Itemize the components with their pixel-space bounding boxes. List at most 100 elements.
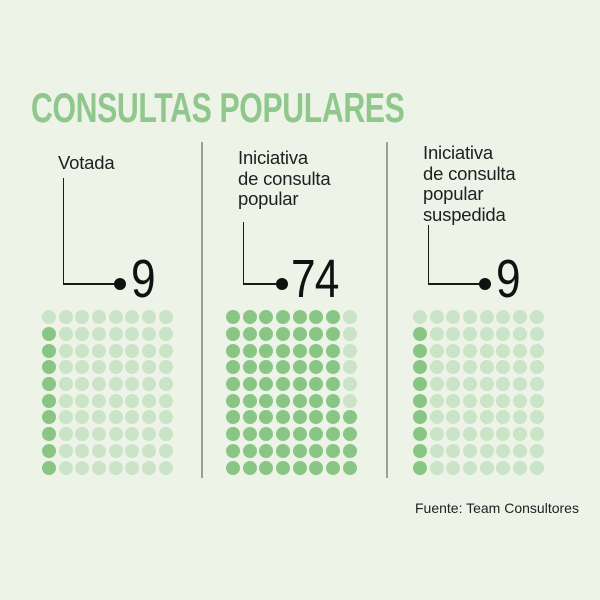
divider-line-1	[201, 142, 203, 478]
waffle-dot-empty	[496, 343, 511, 358]
waffle-dot-filled	[342, 427, 357, 442]
waffle-dot-empty	[446, 393, 461, 408]
waffle-dot-filled	[259, 427, 274, 442]
waffle-dot-empty	[75, 343, 90, 358]
waffle-cell	[91, 409, 108, 426]
waffle-dot-empty	[429, 343, 444, 358]
waffle-cell	[428, 426, 445, 443]
waffle-dot-filled	[275, 327, 290, 342]
waffle-cell	[291, 326, 308, 343]
waffle-cell	[512, 426, 529, 443]
waffle-cell	[107, 309, 124, 326]
waffle-cell	[57, 342, 74, 359]
waffle-dot-empty	[91, 443, 106, 458]
waffle-cell	[74, 309, 91, 326]
callout-line-horizontal	[427, 283, 485, 285]
waffle-cell	[428, 459, 445, 476]
waffle-cell	[308, 342, 325, 359]
waffle-dot-empty	[91, 310, 106, 325]
waffle-cell	[412, 392, 429, 409]
waffle-cell	[445, 309, 462, 326]
waffle-dot-filled	[275, 310, 290, 325]
waffle-dot-empty	[496, 443, 511, 458]
waffle-cell	[258, 376, 275, 393]
waffle-cell	[157, 359, 174, 376]
waffle-cell	[241, 459, 258, 476]
waffle-dot-empty	[342, 393, 357, 408]
waffle-cell	[124, 443, 141, 460]
waffle-dot-empty	[125, 410, 140, 425]
waffle-dot-empty	[125, 343, 140, 358]
waffle-cell	[225, 392, 242, 409]
waffle-dot-empty	[496, 460, 511, 475]
waffle-dot-empty	[75, 377, 90, 392]
waffle-dot-empty	[429, 427, 444, 442]
category-label-line: Votada	[58, 152, 115, 173]
waffle-cell	[308, 376, 325, 393]
waffle-cell	[124, 426, 141, 443]
waffle-dot-filled	[242, 443, 257, 458]
waffle-cell	[308, 459, 325, 476]
waffle-dot-filled	[259, 360, 274, 375]
waffle-dot-filled	[412, 443, 427, 458]
waffle-dot-empty	[108, 310, 123, 325]
waffle-dot-empty	[158, 443, 173, 458]
waffle-dot-empty	[429, 460, 444, 475]
waffle-cell	[428, 309, 445, 326]
waffle-cell	[57, 376, 74, 393]
value-number: 74	[291, 249, 339, 309]
waffle-dot-filled	[225, 427, 240, 442]
waffle-dot-filled	[259, 443, 274, 458]
waffle-cell	[124, 392, 141, 409]
waffle-cell	[291, 376, 308, 393]
waffle-dot-empty	[158, 393, 173, 408]
waffle-dot-filled	[242, 460, 257, 475]
waffle-dot-empty	[91, 460, 106, 475]
waffle-cell	[412, 376, 429, 393]
waffle-cell	[428, 409, 445, 426]
waffle-dot-empty	[429, 327, 444, 342]
waffle-dot-filled	[342, 443, 357, 458]
waffle-cell	[325, 326, 342, 343]
waffle-dot-empty	[496, 310, 511, 325]
waffle-dot-empty	[429, 410, 444, 425]
waffle-cell	[225, 326, 242, 343]
waffle-dot-filled	[309, 460, 324, 475]
waffle-dot-empty	[108, 427, 123, 442]
waffle-cell	[341, 426, 358, 443]
waffle-cell	[325, 459, 342, 476]
waffle-dot-empty	[58, 410, 73, 425]
waffle-cell	[462, 309, 479, 326]
waffle-dot-empty	[512, 410, 527, 425]
category-label-line: de consulta	[238, 167, 331, 189]
waffle-dot-filled	[225, 360, 240, 375]
waffle-cell	[462, 459, 479, 476]
waffle-dot-empty	[479, 443, 494, 458]
waffle-cell	[512, 342, 529, 359]
waffle-dot-empty	[462, 377, 477, 392]
waffle-dot-empty	[41, 310, 56, 325]
waffle-dot-filled	[309, 443, 324, 458]
waffle-cell	[74, 342, 91, 359]
divider-line-2	[386, 142, 388, 478]
waffle-cell	[478, 409, 495, 426]
waffle-cell	[225, 409, 242, 426]
category-label-line: suspedida	[423, 203, 506, 225]
waffle-dot-empty	[429, 393, 444, 408]
waffle-dot-filled	[325, 460, 340, 475]
waffle-dot-empty	[412, 310, 427, 325]
waffle-dot-empty	[108, 410, 123, 425]
waffle-cell	[141, 409, 158, 426]
waffle-cell	[325, 309, 342, 326]
waffle-dot-filled	[275, 393, 290, 408]
waffle-cell	[325, 409, 342, 426]
waffle-cell	[157, 326, 174, 343]
waffle-dot-empty	[529, 343, 544, 358]
waffle-cell	[412, 459, 429, 476]
waffle-dot-empty	[429, 443, 444, 458]
waffle-dot-empty	[108, 393, 123, 408]
waffle-dot-empty	[91, 427, 106, 442]
waffle-dot-filled	[242, 310, 257, 325]
waffle-dot-empty	[512, 377, 527, 392]
